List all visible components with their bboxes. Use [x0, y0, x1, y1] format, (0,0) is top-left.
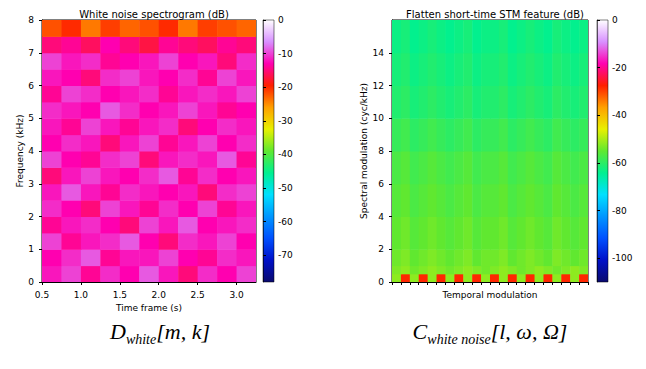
- svg-text:Flatten short-time STM feature: Flatten short-time STM feature (dB): [406, 9, 584, 20]
- svg-text:14: 14: [373, 48, 385, 58]
- svg-text:-10: -10: [278, 49, 293, 59]
- svg-text:0: 0: [278, 15, 284, 25]
- svg-text:Temporal modulation: Temporal modulation: [441, 290, 537, 300]
- html-text:Cwhite noise[l, ω, Ω]: Cwhite noise[l, ω, Ω]: [412, 319, 568, 348]
- svg-text:-20: -20: [612, 63, 627, 73]
- svg-text:-60: -60: [612, 158, 627, 168]
- svg-text:8: 8: [28, 15, 34, 25]
- svg-text:7: 7: [28, 48, 34, 58]
- svg-text:0.5: 0.5: [35, 290, 49, 300]
- svg-text:2: 2: [28, 212, 34, 222]
- svg-text:0: 0: [28, 277, 34, 287]
- svg-text:2: 2: [378, 244, 384, 254]
- svg-text:5: 5: [28, 113, 34, 123]
- svg-text:4: 4: [378, 212, 384, 222]
- svg-text:12: 12: [373, 81, 384, 91]
- svg-text:2.5: 2.5: [190, 290, 204, 300]
- svg-text:8: 8: [378, 146, 384, 156]
- svg-text:6: 6: [28, 81, 34, 91]
- svg-text:-30: -30: [278, 116, 293, 126]
- svg-text:10: 10: [373, 113, 385, 123]
- svg-text:1: 1: [28, 244, 34, 254]
- svg-text:2.0: 2.0: [152, 290, 167, 300]
- svg-text:-40: -40: [278, 149, 293, 159]
- svg-text:0: 0: [378, 277, 384, 287]
- svg-text:-60: -60: [278, 217, 293, 227]
- svg-text:-80: -80: [612, 206, 627, 216]
- svg-text:White noise spectrogram (dB): White noise spectrogram (dB): [79, 9, 229, 20]
- svg-text:4: 4: [28, 146, 34, 156]
- svg-text:6: 6: [378, 179, 384, 189]
- svg-text:-100: -100: [612, 253, 633, 263]
- svg-text:3: 3: [28, 179, 34, 189]
- svg-text:Spectral modulation (cyc/kHz): Spectral modulation (cyc/kHz): [359, 83, 369, 219]
- svg-text:-50: -50: [278, 183, 293, 193]
- svg-text:Time frame (s): Time frame (s): [115, 303, 182, 313]
- svg-text:-70: -70: [278, 250, 293, 260]
- svg-text:1.0: 1.0: [74, 290, 89, 300]
- svg-text:Frequency (kHz): Frequency (kHz): [15, 114, 25, 187]
- svg-text:0: 0: [612, 15, 618, 25]
- svg-text:3.0: 3.0: [229, 290, 244, 300]
- svg-text:1.5: 1.5: [113, 290, 127, 300]
- svg-text:-20: -20: [278, 82, 293, 92]
- svg-text:-40: -40: [612, 110, 627, 120]
- html-text:Dwhite[m, k]: Dwhite[m, k]: [110, 319, 210, 348]
